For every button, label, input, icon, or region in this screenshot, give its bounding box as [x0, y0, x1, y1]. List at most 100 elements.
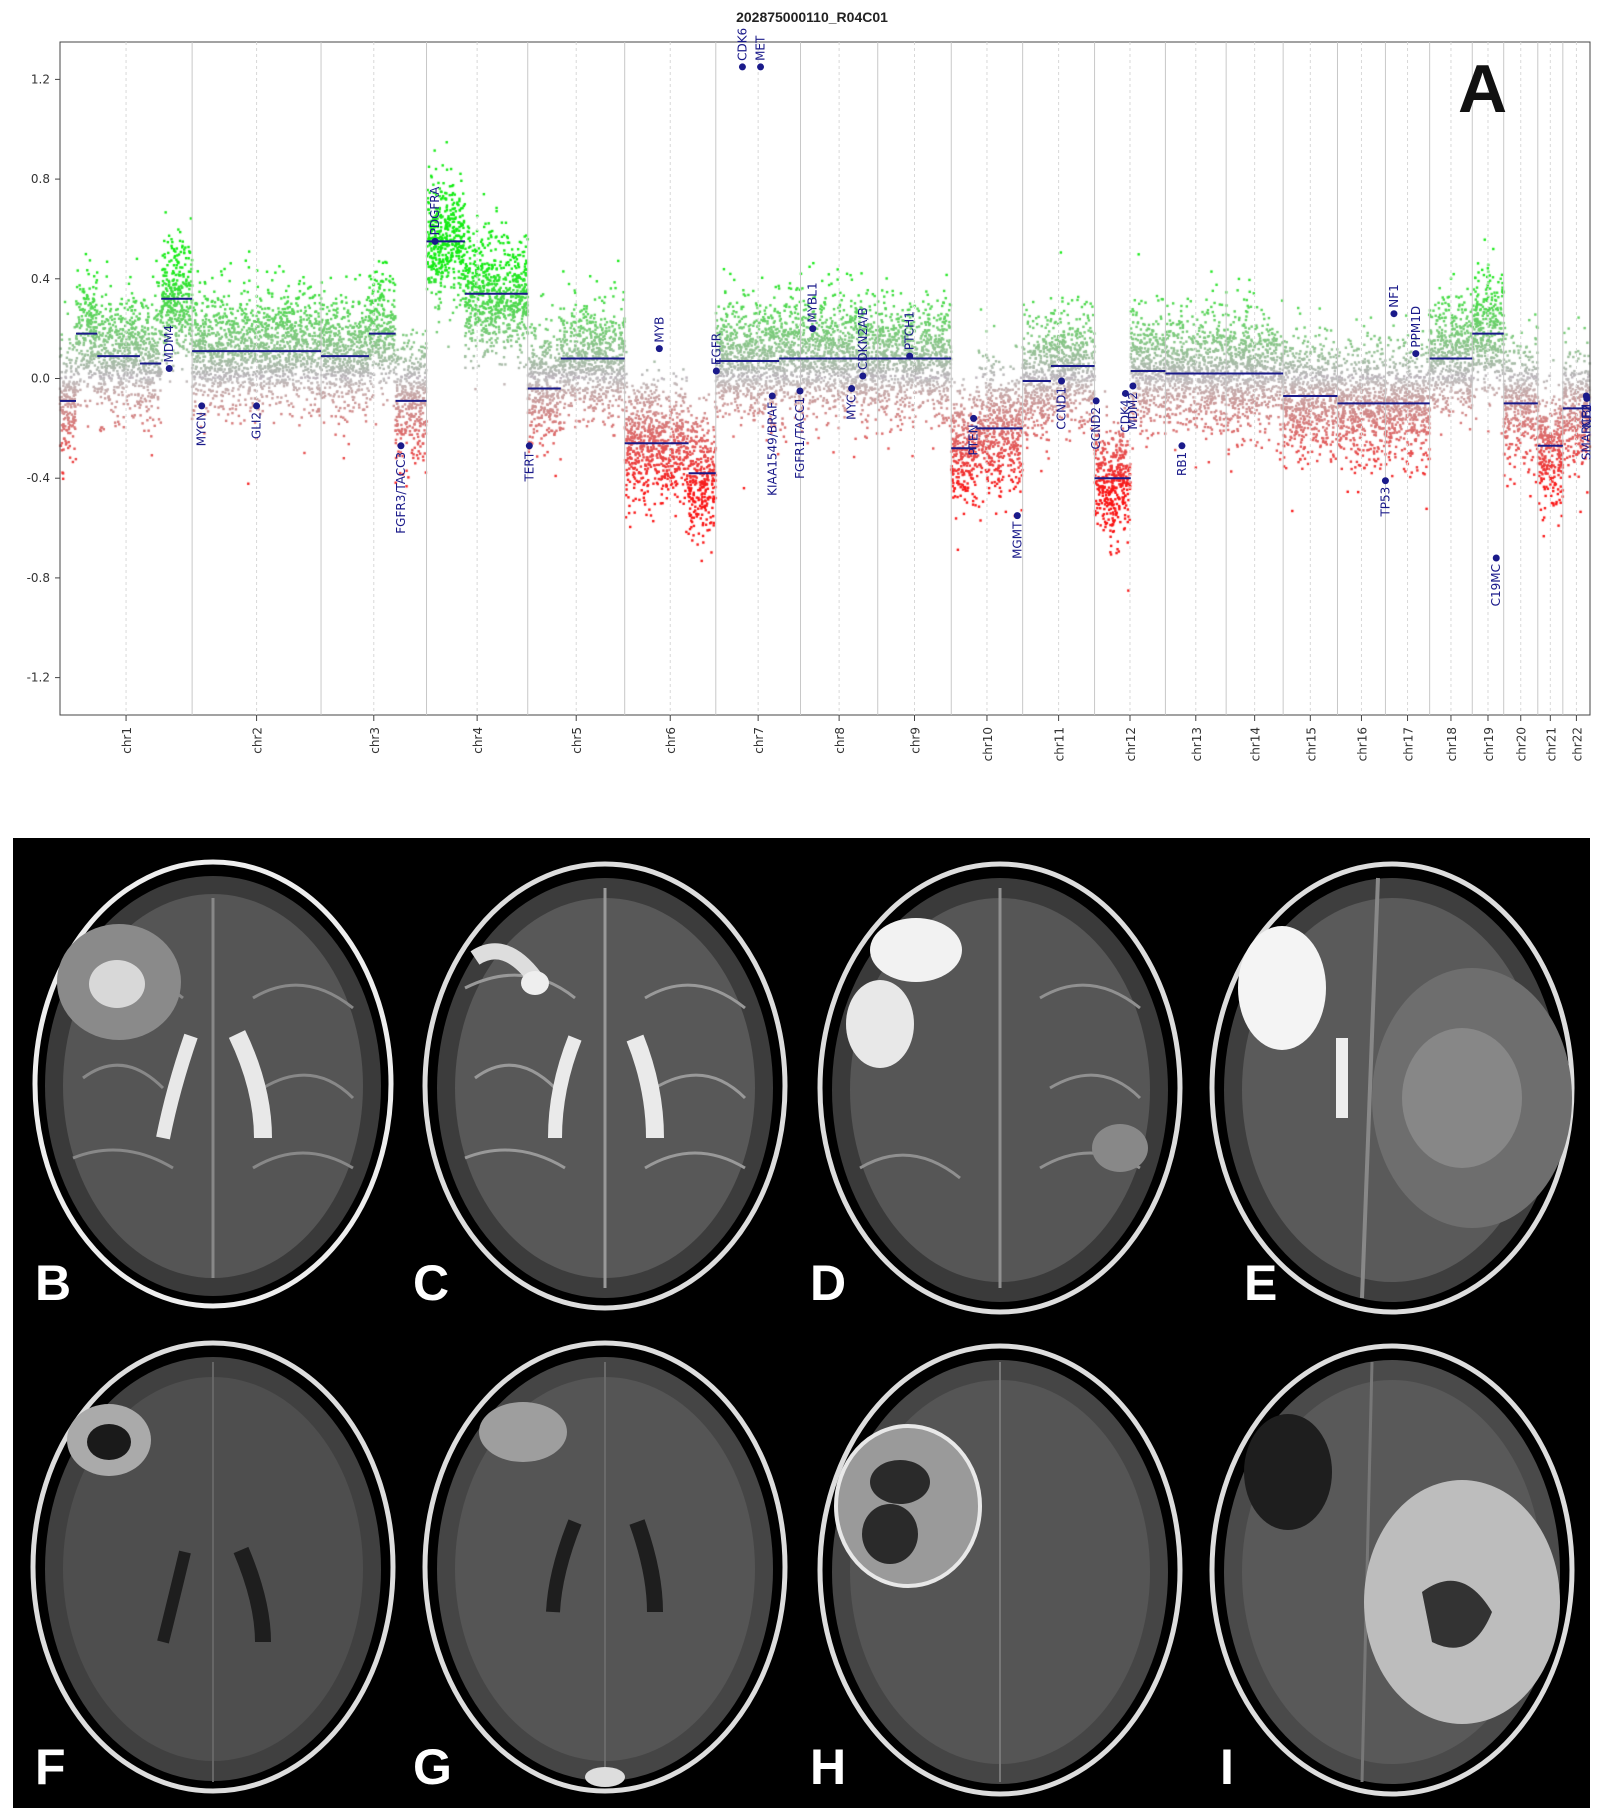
mri-panel-g: G — [405, 1322, 803, 1808]
panel-letter-d: D — [810, 1255, 847, 1311]
y-tick-label: 0.8 — [31, 172, 50, 186]
panel-letter-g: G — [413, 1739, 452, 1795]
x-tick-label: chr20 — [1515, 727, 1529, 761]
gene-label: NF1 — [1387, 284, 1401, 308]
mri-panel-b: B — [13, 838, 411, 1324]
gene-marker — [738, 63, 746, 71]
x-tick-label: chr15 — [1304, 727, 1318, 761]
gene-marker — [809, 325, 817, 333]
gene-marker — [848, 384, 856, 392]
axis-layer: chr1 chr2 chr3 chr4 chr5 chr6 chr7 chr8 chr9 chr1… — [27, 41, 1591, 761]
gene-marker — [1492, 554, 1500, 562]
mri-panel-e: E — [1192, 838, 1590, 1324]
x-tick-label: chr8 — [833, 727, 847, 754]
x-tick-label: chr22 — [1570, 727, 1584, 761]
x-tick-label: chr18 — [1445, 727, 1459, 761]
axial-t1-contrast-brain-image — [30, 1340, 396, 1794]
axial-t2-brain-image — [817, 861, 1183, 1315]
gene-label: MYBL1 — [806, 282, 820, 322]
gene-label: CDK4 — [1118, 399, 1132, 432]
gene-label: EGFR — [709, 333, 723, 365]
x-tick-label: chr12 — [1124, 727, 1138, 761]
gene-marker — [970, 414, 978, 422]
gene-label: KIAA1549/BRAF — [765, 402, 779, 496]
copy-number-plot-svg: 202875000110_R04C01 chr1 chr2 chr3 chr4 chr5… — [27, 9, 1594, 761]
axial-t1-contrast-brain-image — [422, 1340, 788, 1794]
y-tick-label: 0.4 — [31, 272, 50, 286]
gene-label: RB1 — [1175, 452, 1189, 476]
x-tick-label: chr17 — [1402, 727, 1416, 761]
mri-panel-d: D — [800, 838, 1198, 1324]
panel-letter-f: F — [35, 1739, 66, 1795]
plot-frame — [59, 41, 1591, 716]
y-tick-label: -1.2 — [27, 671, 50, 685]
gene-marker — [1178, 442, 1186, 450]
x-tick-label: chr21 — [1544, 727, 1558, 761]
gene-marker — [906, 352, 914, 360]
gene-marker — [1129, 382, 1137, 390]
gene-label: FGFR1/TACC1 — [793, 397, 807, 479]
gene-marker — [796, 387, 804, 395]
gene-label: MDM2 — [1126, 392, 1140, 430]
x-tick-label: chr5 — [570, 727, 584, 754]
gene-label: TP53 — [1378, 487, 1392, 518]
segment-layer — [60, 240, 1590, 480]
gene-label: PTCH1 — [903, 311, 917, 350]
panel-letter-e: E — [1244, 1255, 1278, 1311]
gene-label: MGMT — [1010, 521, 1024, 559]
x-tick-label: chr9 — [908, 727, 922, 754]
axial-t2-brain-image — [1209, 861, 1575, 1315]
copy-number-scatter-canvas — [0, 0, 1604, 820]
x-tick-label: chr2 — [251, 727, 265, 754]
gene-marker — [1092, 397, 1100, 405]
axial-t1-contrast-brain-image — [817, 1343, 1183, 1797]
gene-label: GLI2 — [250, 412, 264, 439]
gene-marker — [253, 402, 261, 410]
y-tick-label: 1.2 — [31, 72, 50, 86]
x-tick-label: chr4 — [471, 727, 485, 754]
y-tick-label: -0.8 — [27, 571, 50, 585]
gene-label-layer: MDM4 MYCN GLI2 FGFR3/TACC3 PDGFRA TERT MYB EGFR… — [162, 28, 1594, 607]
gene-marker — [768, 392, 776, 400]
panel-letter-b: B — [35, 1255, 72, 1311]
gene-marker — [1583, 394, 1591, 402]
gene-label: MET — [754, 35, 768, 61]
gene-label: PDGFRA — [428, 186, 442, 236]
x-tick-label: chr3 — [368, 727, 382, 754]
x-tick-label: chr13 — [1190, 727, 1204, 761]
x-tick-label: chr1 — [120, 727, 134, 754]
gene-label: CCND1 — [1055, 387, 1069, 430]
gene-label: FGFR3/TACC3 — [394, 452, 408, 534]
copy-number-plot-panel: 202875000110_R04C01 chr1 chr2 chr3 chr4 chr5… — [0, 0, 1604, 820]
x-tick-label: chr19 — [1482, 727, 1496, 761]
gene-marker — [165, 365, 173, 373]
gene-marker — [431, 237, 439, 245]
gene-marker — [397, 442, 405, 450]
x-tick-label: chr14 — [1249, 727, 1263, 761]
mri-panel-f: F — [13, 1322, 411, 1808]
gene-marker — [1121, 389, 1129, 397]
panel-letter-i: I — [1220, 1739, 1234, 1795]
mri-panel-h: H — [800, 1322, 1198, 1808]
gene-label: CDKN2A/B — [856, 307, 870, 370]
chart-title: 202875000110_R04C01 — [736, 9, 888, 25]
x-tick-label: chr10 — [981, 727, 995, 761]
gene-marker — [655, 345, 663, 353]
gene-marker — [1013, 512, 1021, 520]
gene-marker — [1381, 477, 1389, 485]
axial-t2-brain-image — [422, 861, 788, 1311]
gene-label: CDK6 — [735, 28, 749, 61]
gene-label: MYB — [652, 317, 666, 343]
y-tick-label: 0.0 — [31, 372, 50, 386]
gene-marker — [1412, 350, 1420, 358]
gene-marker — [712, 367, 720, 375]
gene-label: TERT — [522, 451, 536, 482]
gene-label: CCND2 — [1089, 407, 1103, 450]
gene-marker — [525, 442, 533, 450]
panel-letter-a: A — [1458, 51, 1508, 127]
gene-label: MYCN — [195, 412, 209, 446]
axial-t2-brain-image — [32, 859, 394, 1309]
panel-letter-h: H — [810, 1739, 847, 1795]
gene-label: PPM1D — [1409, 306, 1423, 348]
x-tick-label: chr16 — [1355, 727, 1369, 761]
